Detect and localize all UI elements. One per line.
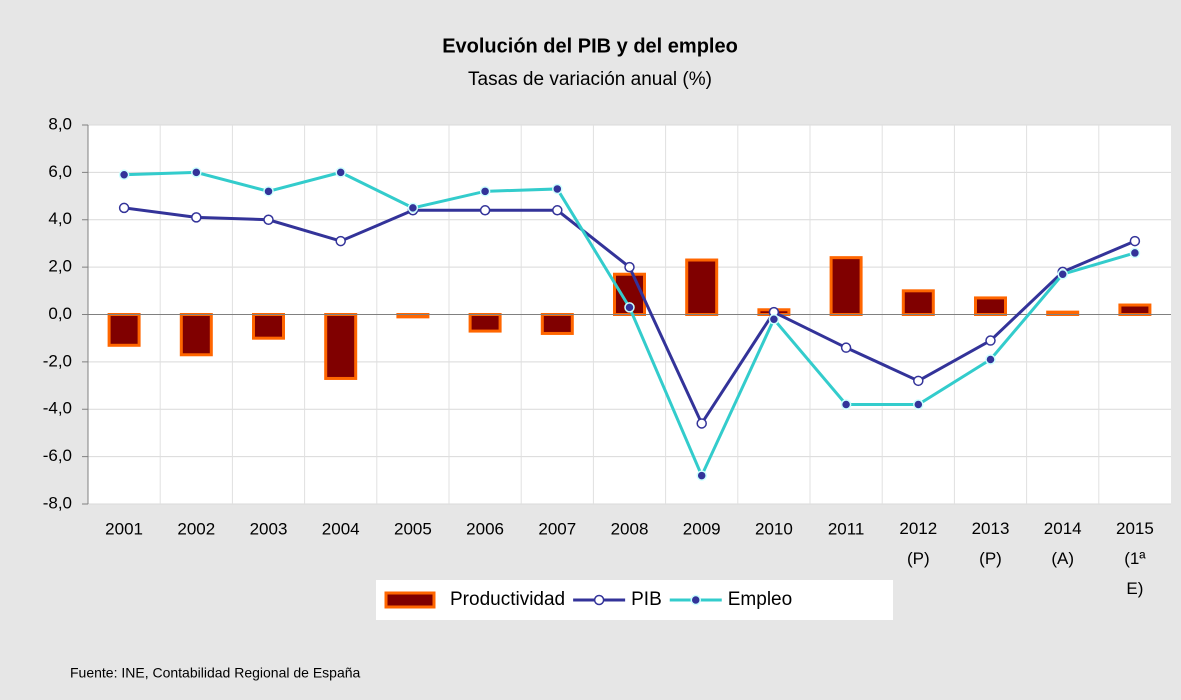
y-tick-label: -8,0 [43, 493, 72, 512]
marker [624, 302, 635, 313]
marker [913, 399, 924, 410]
marker [479, 205, 491, 216]
x-tick-label: 2002 [177, 519, 215, 538]
x-tick-label: 2013 (P) [972, 519, 1010, 568]
bar [252, 313, 285, 340]
legend-marker [593, 594, 605, 606]
x-tick-label: 2007 [538, 519, 576, 538]
bar [1118, 303, 1152, 316]
marker [840, 399, 852, 410]
y-tick-label: 2,0 [48, 257, 72, 276]
legend-swatch [384, 591, 436, 609]
x-tick-label: 2015 (1ª E) [1116, 519, 1154, 598]
marker [479, 186, 491, 197]
bar [829, 256, 863, 316]
source: Fuente: INE, Contabilidad Regional de Es… [70, 665, 361, 681]
x-tick-label: 2001 [105, 519, 143, 538]
bar [540, 313, 574, 335]
marker [263, 186, 274, 197]
marker [335, 167, 346, 178]
marker [552, 183, 563, 195]
x-tick-label: 2006 [466, 519, 504, 538]
x-tick-label: 2010 [755, 519, 793, 538]
x-tick-label: 2004 [322, 519, 360, 538]
bar [974, 296, 1007, 317]
x-tick-label: 2005 [394, 519, 432, 538]
x-tick-label: 2011 [828, 519, 865, 538]
y-tick-label: 8,0 [48, 114, 72, 133]
bar [107, 313, 141, 347]
marker [624, 261, 635, 273]
marker [263, 214, 274, 225]
y-tick-label: -6,0 [43, 446, 72, 465]
marker [840, 342, 852, 353]
bar [901, 289, 935, 316]
marker [191, 167, 202, 178]
x-tick-label: 2014 (A) [1044, 519, 1082, 568]
x-tick-label: 2009 [683, 519, 721, 538]
bar [685, 258, 719, 316]
marker [407, 202, 419, 214]
legend-box [376, 580, 893, 620]
marker [696, 470, 707, 481]
bar [179, 313, 213, 357]
marker [913, 375, 924, 387]
marker [1129, 235, 1141, 247]
legend-label: Productividad [450, 589, 565, 610]
marker [118, 169, 130, 180]
chart-title: Evolución del PIB y del empleo [442, 35, 738, 57]
y-tick-label: 0,0 [48, 304, 72, 323]
marker [191, 212, 202, 223]
y-tick-label: -4,0 [43, 399, 72, 418]
bar [468, 313, 502, 333]
x-tick-label: 2012 (P) [899, 519, 937, 568]
y-tick-label: 4,0 [48, 209, 72, 228]
marker [552, 205, 563, 216]
marker [985, 354, 996, 365]
bar [324, 313, 358, 380]
x-tick-label: 2003 [250, 519, 288, 538]
marker [696, 418, 707, 429]
legend-marker [690, 594, 701, 606]
chart-subtitle: Tasas de variación anual (%) [468, 69, 712, 90]
marker [335, 235, 346, 247]
marker [768, 313, 780, 325]
marker [1057, 268, 1068, 280]
marker [985, 335, 996, 346]
y-tick-label: -2,0 [43, 351, 72, 370]
y-tick-label: 6,0 [48, 162, 72, 181]
x-tick-label: 2008 [611, 519, 649, 538]
marker [118, 202, 130, 214]
marker [1129, 247, 1141, 259]
legend-label: Empleo [728, 589, 792, 610]
legend-label: PIB [631, 589, 662, 610]
